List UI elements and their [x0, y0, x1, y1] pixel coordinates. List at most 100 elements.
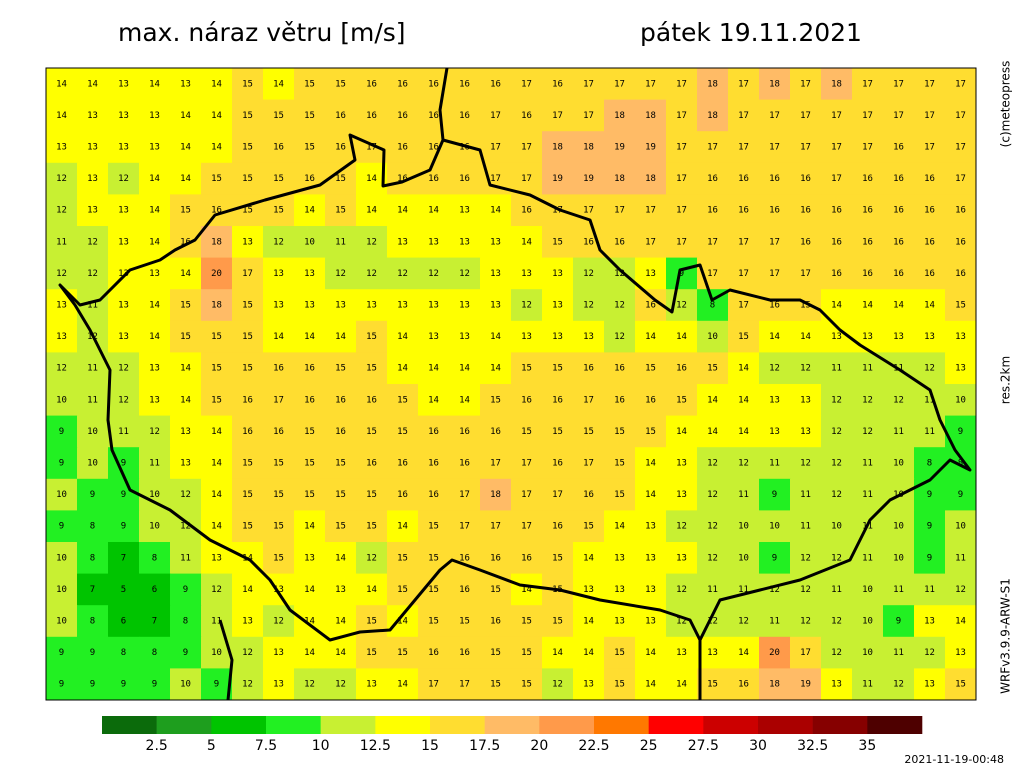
wind-value: 17 — [521, 490, 532, 500]
wind-cell — [480, 605, 512, 638]
wind-value: 16 — [521, 553, 532, 563]
wind-value: 16 — [459, 79, 470, 89]
wind-value: 10 — [211, 648, 222, 658]
wind-value: 8 — [90, 617, 95, 627]
wind-value: 17 — [738, 237, 749, 247]
wind-cell — [356, 384, 388, 417]
wind-cell — [604, 194, 636, 227]
wind-value: 17 — [645, 79, 656, 89]
wind-cell — [263, 257, 295, 290]
wind-value: 11 — [335, 237, 346, 247]
wind-value: 12 — [335, 269, 346, 279]
wind-value: 16 — [862, 206, 873, 216]
legend-label: 27.5 — [688, 738, 719, 754]
wind-value: 11 — [149, 459, 160, 469]
wind-value: 16 — [242, 395, 253, 405]
wind-cell — [511, 257, 543, 290]
wind-value: 13 — [118, 301, 129, 311]
wind-value: 14 — [676, 427, 687, 437]
wind-value: 17 — [242, 269, 253, 279]
wind-cell — [604, 289, 636, 322]
wind-cell — [46, 352, 78, 385]
wind-cell — [945, 68, 977, 101]
wind-cell — [759, 636, 791, 669]
wind-value: 15 — [211, 332, 222, 342]
wind-cell — [232, 384, 264, 417]
wind-cell — [77, 226, 109, 259]
wind-cell — [46, 226, 78, 259]
wind-cell — [790, 605, 822, 638]
wind-cell — [759, 415, 791, 448]
wind-value: 19 — [614, 143, 625, 153]
wind-value: 15 — [552, 617, 563, 627]
wind-value: 16 — [676, 364, 687, 374]
wind-value: 15 — [211, 395, 222, 405]
wind-cell — [356, 447, 388, 480]
wind-cell — [356, 131, 388, 164]
wind-value: 14 — [707, 427, 718, 437]
wind-cell — [77, 573, 109, 606]
wind-value: 17 — [552, 111, 563, 121]
wind-value: 12 — [614, 269, 625, 279]
wind-cell — [728, 352, 760, 385]
wind-cell — [77, 478, 109, 511]
wind-value: 14 — [397, 206, 408, 216]
wind-cell — [511, 415, 543, 448]
wind-cell — [759, 542, 791, 575]
wind-value: 9 — [90, 648, 95, 658]
wind-value: 14 — [149, 332, 160, 342]
wind-value: 14 — [490, 364, 501, 374]
wind-cell — [263, 68, 295, 101]
wind-value: 9 — [183, 585, 188, 595]
wind-value: 13 — [242, 617, 253, 627]
wind-value: 17 — [614, 206, 625, 216]
wind-cell — [294, 99, 326, 132]
wind-cell — [232, 131, 264, 164]
wind-cell — [108, 384, 140, 417]
wind-value: 12 — [831, 648, 842, 658]
wind-value: 8 — [958, 459, 963, 469]
wind-cell — [449, 636, 481, 669]
wind-value: 11 — [924, 427, 935, 437]
wind-cell — [573, 384, 605, 417]
wind-cell — [480, 194, 512, 227]
wind-cell — [46, 636, 78, 669]
wind-cell — [449, 668, 481, 701]
wind-value: 14 — [149, 174, 160, 184]
wind-value: 13 — [118, 143, 129, 153]
wind-value: 14 — [738, 648, 749, 658]
wind-value: 17 — [521, 522, 532, 532]
wind-cell — [418, 447, 450, 480]
wind-cell — [387, 478, 419, 511]
wind-value: 12 — [831, 395, 842, 405]
wind-cell — [232, 573, 264, 606]
wind-value: 14 — [583, 553, 594, 563]
wind-cell — [263, 131, 295, 164]
wind-value: 16 — [428, 174, 439, 184]
wind-cell — [263, 162, 295, 195]
wind-cell — [852, 668, 884, 701]
wind-value: 15 — [459, 617, 470, 627]
wind-value: 17 — [676, 206, 687, 216]
wind-cell — [511, 320, 543, 353]
legend-label: 7.5 — [255, 738, 277, 754]
wind-value: 10 — [304, 237, 315, 247]
wind-value: 14 — [180, 111, 191, 121]
wind-cell — [790, 384, 822, 417]
wind-cell — [945, 131, 977, 164]
wind-cell — [697, 194, 729, 227]
wind-value: 14 — [366, 585, 377, 595]
wind-cell — [139, 289, 171, 322]
wind-cell — [759, 320, 791, 353]
wind-value: 13 — [552, 301, 563, 311]
wind-value: 13 — [893, 332, 904, 342]
wind-value: 14 — [304, 206, 315, 216]
wind-value: 18 — [583, 143, 594, 153]
wind-value: 14 — [149, 301, 160, 311]
wind-value: 14 — [645, 680, 656, 690]
wind-value: 17 — [583, 79, 594, 89]
wind-value: 17 — [769, 111, 780, 121]
wind-value: 12 — [149, 427, 160, 437]
wind-cell — [263, 478, 295, 511]
